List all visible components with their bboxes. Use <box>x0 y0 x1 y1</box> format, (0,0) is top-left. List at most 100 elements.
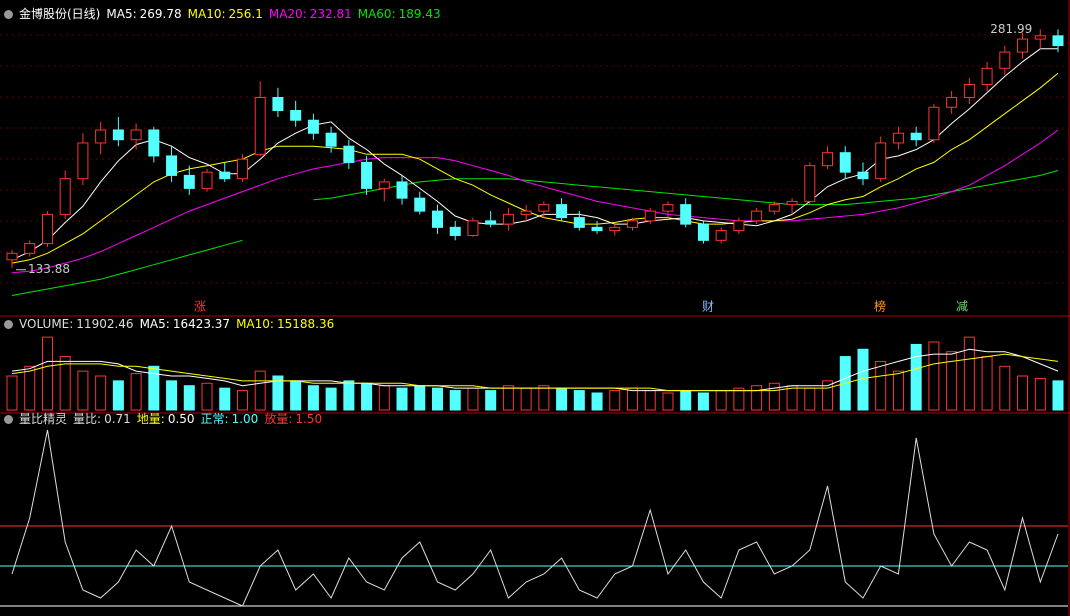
volume-bar <box>627 387 639 411</box>
candle-body <box>857 171 869 180</box>
candle-body <box>1017 38 1029 53</box>
event-marker: 财 <box>702 300 714 314</box>
candle-body <box>502 213 514 225</box>
ma-line <box>11 129 1059 274</box>
event-marker: 涨 <box>194 299 206 314</box>
volume-bar <box>183 385 195 411</box>
volume-bar <box>148 365 160 411</box>
candle-body <box>662 204 674 212</box>
ma-line <box>11 239 243 296</box>
volume-bar <box>946 351 958 411</box>
candle-body <box>148 129 160 157</box>
candle-body <box>591 226 603 232</box>
candle-body <box>77 142 89 180</box>
volume-bar <box>1017 375 1029 411</box>
candle-body <box>59 178 71 215</box>
legend-value: 269.78 <box>139 7 182 21</box>
level-value: 0.50 <box>167 412 195 426</box>
legend-name: 量比: <box>73 412 102 426</box>
volume-bar <box>822 380 834 411</box>
volume-bar <box>254 370 266 411</box>
volume-bar <box>680 390 692 411</box>
ma-line <box>313 170 1059 206</box>
volume-bar <box>981 356 993 411</box>
ma-line <box>11 72 1059 264</box>
candle-body <box>839 152 851 173</box>
candle-body <box>219 171 231 180</box>
volume-bar <box>307 385 319 411</box>
volume-bar <box>910 343 922 411</box>
volume-bar <box>166 380 178 411</box>
candle-body <box>290 109 302 121</box>
candle-body <box>981 67 993 86</box>
volume-ma-line <box>11 353 1059 392</box>
legend-name: MA5: <box>106 7 137 21</box>
candle-body <box>786 200 798 206</box>
volume-bar <box>804 387 816 411</box>
level-value: 1.50 <box>295 412 323 426</box>
legend-name: MA10: <box>187 7 226 21</box>
volume-bar <box>414 385 426 411</box>
ratio-header: 量比精灵 量比: 0.71 地量: 0.50 正常: 1.00 放量: 1.50 <box>4 410 328 427</box>
candle-body <box>343 145 355 163</box>
volume-title: VOLUME: <box>19 317 74 331</box>
candle-body <box>875 142 887 180</box>
volume-bar <box>999 365 1011 411</box>
volume-header: VOLUME: 11902.46 MA5: 16423.37 MA10: 15188.36 <box>4 317 340 331</box>
volume-bar <box>201 382 213 411</box>
candle-body <box>627 220 639 228</box>
ma-line <box>11 48 1058 261</box>
candle-body <box>112 129 124 141</box>
candle-body <box>24 243 36 254</box>
volume-bar <box>449 390 461 411</box>
volume-bar <box>697 392 709 411</box>
candle-body <box>733 220 745 232</box>
indicator-title: 量比精灵 <box>19 412 68 426</box>
volume-bar <box>520 387 532 411</box>
volume-bar <box>431 387 443 411</box>
level-name: 正常: <box>200 412 229 426</box>
candle-body <box>1034 35 1046 40</box>
volume-bar <box>378 385 390 411</box>
legend-value: 232.81 <box>309 7 352 21</box>
volume-bar <box>963 336 975 411</box>
volume-bar <box>485 390 497 411</box>
volume-bar <box>875 360 887 411</box>
candle-body <box>751 210 763 222</box>
candle-body <box>236 158 248 180</box>
volume-bar <box>325 387 337 411</box>
candle-body <box>910 132 922 141</box>
volume-bar <box>556 387 568 411</box>
volume-bar <box>538 385 550 411</box>
volume-value: 11902.46 <box>76 317 134 331</box>
candle-body <box>254 97 266 155</box>
ratio-line <box>11 429 1059 607</box>
volume-bar <box>290 380 302 411</box>
candle-body <box>485 220 497 225</box>
event-marker: 减 <box>956 300 968 314</box>
candle-body <box>325 132 337 147</box>
stock-title: 金博股份(日线) <box>19 7 101 21</box>
volume-bar <box>41 336 53 411</box>
volume-bar <box>6 375 18 411</box>
price-header: 金博股份(日线) MA5: 269.78 MA10: 256.1 MA20: 232.81 M… <box>4 5 447 22</box>
volume-bar <box>219 387 231 411</box>
candle-body <box>999 51 1011 69</box>
candle-body <box>130 129 142 141</box>
volume-bar <box>396 387 408 411</box>
candle-body <box>715 230 727 241</box>
volume-bar <box>272 375 284 411</box>
candle-body <box>804 165 816 202</box>
candle-body <box>609 226 621 232</box>
candle-body <box>556 204 568 219</box>
candle-body <box>1052 35 1064 47</box>
volume-bar <box>130 373 142 411</box>
event-marker: 榜 <box>874 299 886 314</box>
volume-bar <box>715 390 727 411</box>
legend-name: MA5: <box>139 317 170 331</box>
candle-body <box>644 210 656 222</box>
candle-body <box>396 181 408 199</box>
candle-body <box>41 213 53 245</box>
volume-bar <box>892 370 904 411</box>
